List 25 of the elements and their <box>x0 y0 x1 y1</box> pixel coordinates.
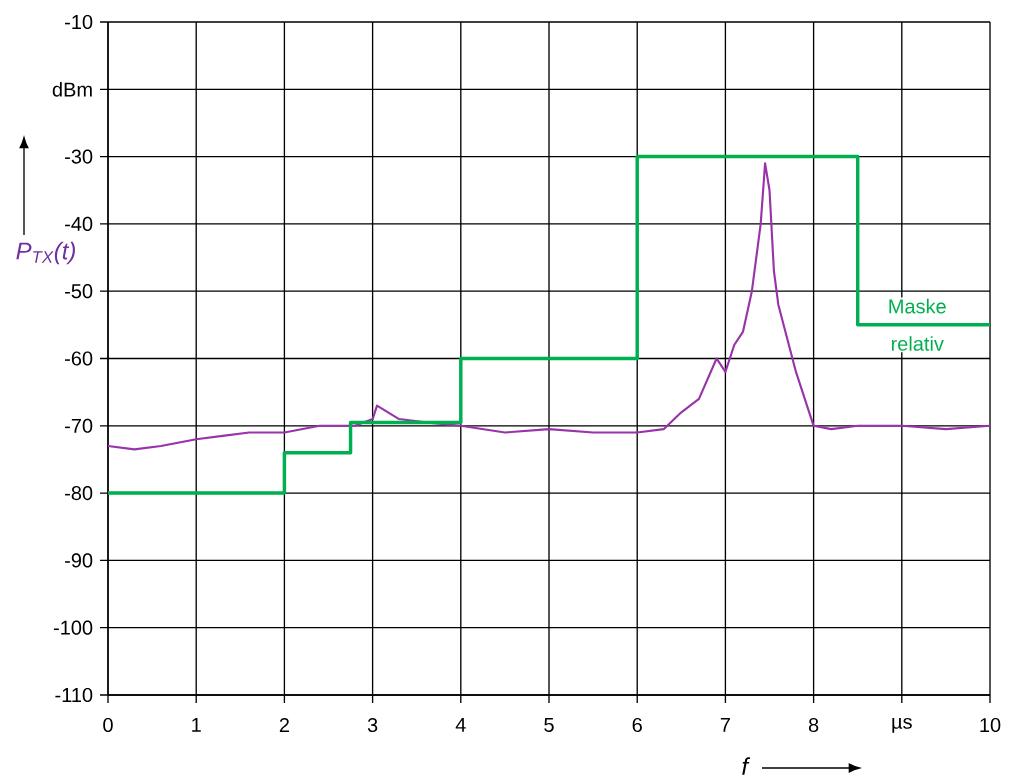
y-tick-label: -30 <box>65 149 93 164</box>
x-tick-label: 6 <box>632 717 642 733</box>
x-tick-label: 3 <box>367 717 378 733</box>
x-tick-label: 10 <box>980 717 1001 733</box>
x-tick-label: 8 <box>808 717 819 733</box>
y-tick-label: -40 <box>65 216 93 231</box>
x-tick-label: 5 <box>544 717 554 732</box>
y-tick-label: -10 <box>65 14 93 30</box>
y-tick-label: -50 <box>65 284 93 299</box>
x-tick-label: 7 <box>720 717 730 732</box>
x-tick-label: 2 <box>279 717 289 732</box>
x-tick-label: 1 <box>192 717 201 732</box>
y-tick-label: -70 <box>65 418 93 433</box>
y-tick-label: -60 <box>65 351 93 366</box>
x-tick-label: µs <box>892 717 912 733</box>
y-axis-title: P$_{TX}$(t) <box>16 241 75 265</box>
series-label: Maske relativ <box>889 298 946 351</box>
y-tick-label: -80 <box>65 486 93 501</box>
x-tick-label: 4 <box>455 717 466 732</box>
x-tick-label: 0 <box>103 717 113 733</box>
y-tick-label: -90 <box>65 553 93 568</box>
y-tick-label: -100 <box>53 620 93 635</box>
x-axis-title: f <box>742 757 751 775</box>
y-tick-label: -110 <box>55 687 93 703</box>
y-tick-label: dBm <box>52 81 92 97</box>
